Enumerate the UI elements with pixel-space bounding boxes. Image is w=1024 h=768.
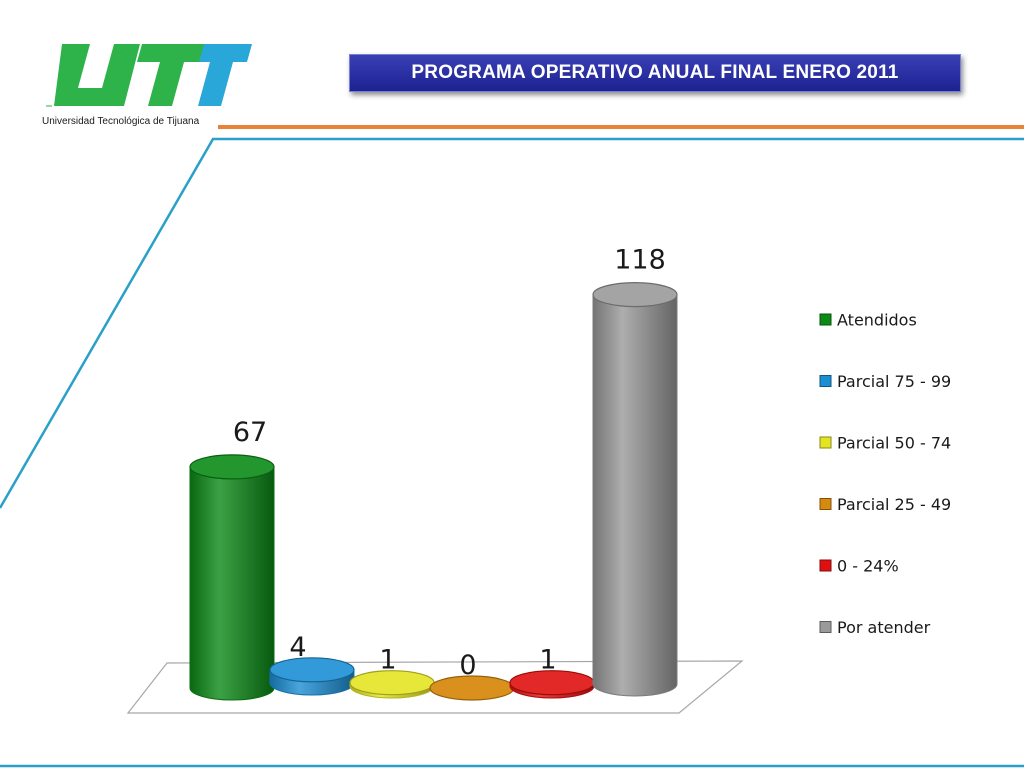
logo-subtitle: Universidad Tecnológica de Tijuana (42, 116, 200, 127)
legend-swatch (819, 621, 832, 633)
legend-swatch (819, 498, 832, 510)
chart-value-labels: 67 4 1 0 1 118 (233, 245, 666, 681)
legend-swatch (819, 559, 832, 572)
bar-4 (509, 670, 595, 699)
frame-border-top (0, 137, 1024, 509)
bar-5 (592, 282, 678, 697)
logo-letter-u (54, 44, 140, 106)
legend-label: Parcial 50 - 74 (837, 434, 951, 453)
utt-logo (46, 44, 252, 107)
legend-item: Por atender (819, 618, 931, 637)
value-label: 4 (289, 632, 306, 663)
bar-top (592, 282, 678, 308)
value-label: 0 (459, 650, 476, 681)
orange-divider (218, 125, 1024, 129)
value-label: 1 (539, 645, 556, 676)
page-title: PROGRAMA OPERATIVO ANUAL FINAL ENERO 201… (411, 62, 899, 83)
legend-item: Parcial 25 - 49 (819, 495, 951, 514)
legend-swatch (819, 375, 832, 387)
legend-swatch (819, 436, 832, 449)
legend-label: 0 - 24% (837, 557, 899, 576)
chart-bars (189, 282, 678, 701)
value-label: 118 (614, 245, 666, 276)
bar-0 (189, 454, 275, 701)
legend-label: Parcial 25 - 49 (837, 495, 951, 514)
logo-letter-t1 (137, 44, 208, 106)
title-banner: PROGRAMA OPERATIVO ANUAL FINAL ENERO 201… (349, 54, 961, 92)
bar-body (592, 294, 678, 697)
legend-item: Parcial 50 - 74 (819, 434, 951, 453)
value-label: 1 (379, 645, 396, 676)
chart-floor (126, 660, 744, 714)
legend-label: Atendidos (837, 311, 917, 330)
value-label: 67 (233, 417, 267, 448)
bar-top (189, 454, 275, 480)
bar-body (189, 466, 275, 701)
legend-item: Atendidos (819, 311, 917, 330)
legend-item: Parcial 75 - 99 (819, 372, 951, 391)
chart-legend: Atendidos Parcial 75 - 99 Parcial 50 - 74 P… (819, 311, 951, 637)
legend-label: Parcial 75 - 99 (837, 372, 951, 391)
bar-1 (269, 657, 355, 696)
logo-letter-t2 (198, 44, 252, 106)
bar-top (269, 657, 355, 683)
legend-swatch (819, 313, 832, 326)
legend-item: 0 - 24% (819, 557, 899, 576)
legend-label: Por atender (837, 618, 931, 637)
bar-2 (349, 670, 435, 699)
